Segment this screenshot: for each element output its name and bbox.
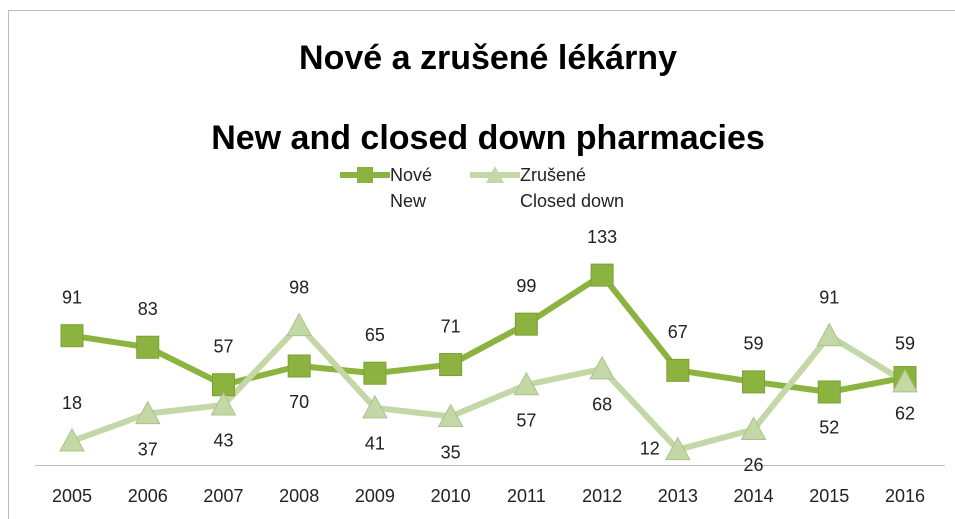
data-label: 59 [744, 334, 764, 354]
x-tick-label: 2014 [734, 486, 774, 506]
x-tick-label: 2012 [582, 486, 622, 506]
x-tick-label: 2005 [52, 486, 92, 506]
marker-triangle [210, 391, 237, 416]
marker-triangle [286, 312, 313, 337]
marker-triangle [59, 427, 85, 452]
data-label: 12 [640, 438, 660, 458]
marker-square [439, 353, 463, 377]
marker-triangle [664, 436, 691, 461]
data-label: 65 [365, 325, 385, 345]
data-label: 57 [516, 411, 536, 431]
data-label: 18 [62, 393, 82, 413]
chart-title: Nové a zrušené lékárny [299, 39, 677, 77]
data-label: 26 [744, 455, 764, 475]
data-label: 43 [213, 431, 233, 451]
data-label: 99 [516, 276, 536, 296]
marker-square [742, 370, 766, 394]
marker-square [817, 380, 841, 404]
marker-triangle [134, 400, 161, 425]
legend-marker [357, 167, 373, 183]
marker-triangle [740, 416, 767, 440]
data-label: 52 [819, 418, 839, 438]
data-label: 91 [62, 287, 82, 307]
x-tick-label: 2007 [203, 486, 243, 506]
data-label: 41 [365, 434, 385, 454]
x-tick-label: 2016 [885, 486, 925, 506]
marker-square [363, 361, 387, 385]
data-label: 91 [819, 287, 839, 307]
data-label: 59 [895, 334, 915, 354]
x-tick-label: 2010 [431, 486, 471, 506]
marker-triangle [362, 394, 388, 419]
marker-triangle [589, 355, 615, 380]
x-tick-label: 2006 [128, 486, 168, 506]
data-label: 133 [587, 227, 617, 247]
data-label: 83 [138, 299, 158, 319]
marker-triangle [437, 403, 464, 427]
legend-label: Zrušené Closed down [520, 165, 625, 211]
data-label: 37 [138, 439, 158, 459]
data-label: 62 [895, 403, 915, 423]
marker-triangle [816, 322, 843, 347]
marker-square [287, 354, 311, 378]
data-label: 70 [289, 392, 309, 412]
marker-square [136, 335, 160, 359]
x-tick-label: 2015 [809, 486, 849, 506]
series-line [71, 272, 906, 395]
chart-subtitle: New and closed down pharmacies [211, 119, 765, 157]
data-label: 35 [441, 442, 461, 462]
chart-frame [8, 10, 955, 519]
marker-square [60, 324, 84, 348]
x-tick-label: 2008 [279, 486, 319, 506]
legend-marker [486, 166, 504, 183]
series-line [70, 322, 907, 453]
marker-triangle [513, 371, 540, 396]
data-label: 68 [592, 395, 612, 415]
data-label: 98 [289, 277, 309, 297]
data-label: 71 [441, 316, 461, 336]
data-label: 67 [668, 322, 688, 342]
legend-label: Nové New [390, 165, 433, 211]
x-tick-label: 2013 [658, 486, 698, 506]
x-tick-label: 2009 [355, 486, 395, 506]
marker-square [590, 263, 614, 287]
x-tick-label: 2011 [507, 486, 546, 506]
marker-square [666, 358, 690, 382]
marker-square [514, 312, 538, 336]
data-label: 57 [213, 337, 233, 357]
marker-triangle [892, 368, 918, 393]
